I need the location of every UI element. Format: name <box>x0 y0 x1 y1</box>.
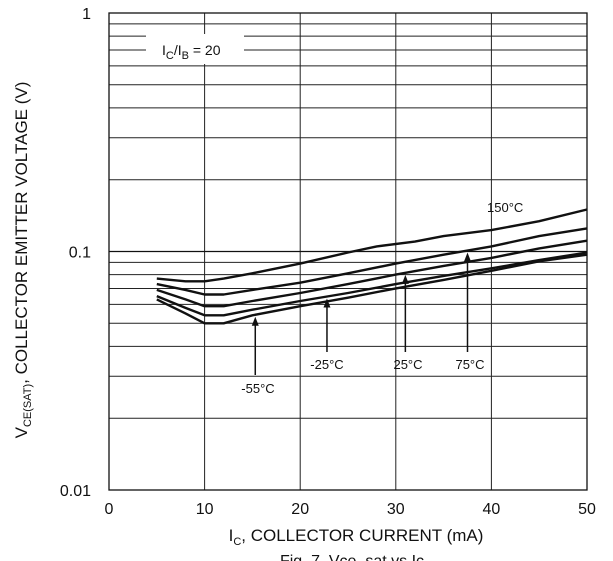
annotation-rest: = 20 <box>189 42 221 58</box>
curve-label: -25°C <box>310 357 343 372</box>
y-tick-label: 0.01 <box>60 483 91 500</box>
plot-frame <box>108 12 588 491</box>
series-line <box>156 239 588 308</box>
curve-label: 150°C <box>487 200 523 215</box>
series-line <box>156 253 588 325</box>
y-tick-label: 0.1 <box>69 245 91 262</box>
curve-label: 75°C <box>455 357 484 372</box>
x-tick-label: 40 <box>483 501 501 518</box>
tick-labels: 0 10 20 30 40 50 1 0.1 0.01 <box>60 6 596 518</box>
series-line <box>156 227 588 296</box>
annotation-ib-sub: B <box>182 50 189 62</box>
x-axis-title: IC, COLLECTOR CURRENT (mA) <box>229 526 484 548</box>
annotation-slash: /I <box>174 42 182 58</box>
series-lines <box>156 208 588 325</box>
svg-text:IC/IB = 20: IC/IB = 20 <box>162 42 221 62</box>
x-tick-label: 30 <box>387 501 405 518</box>
label-arrowhead <box>464 252 471 262</box>
grid <box>109 13 587 490</box>
x-tick-label: 50 <box>578 501 596 518</box>
figure-caption: Fig. 7. Vce_sat vs Ic <box>280 553 424 561</box>
series-line <box>156 251 588 317</box>
annotation-ic-sub: C <box>166 50 174 62</box>
curve-label: 25°C <box>393 357 422 372</box>
x-tick-label: 20 <box>291 501 309 518</box>
label-arrowhead <box>401 274 409 284</box>
label-arrowhead <box>251 316 259 326</box>
ratio-annotation: IC/IB = 20 <box>146 34 244 64</box>
y-tick-label: 1 <box>82 6 91 23</box>
x-tick-label: 0 <box>105 501 114 518</box>
x-tick-label: 10 <box>196 501 214 518</box>
label-arrowhead <box>323 298 331 308</box>
curve-labels: 150°C -55°C -25°C 25°C 75°C <box>241 200 523 396</box>
y-axis-title: VCE(SAT), COLLECTOR EMITTER VOLTAGE (V) <box>12 82 34 439</box>
series-line <box>156 208 588 283</box>
curve-label: -55°C <box>241 381 274 396</box>
annotation-ic: I <box>162 42 166 58</box>
